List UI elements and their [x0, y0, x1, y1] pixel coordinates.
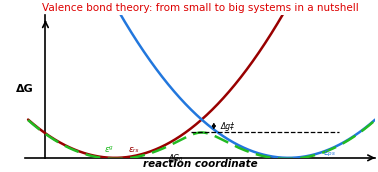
X-axis label: reaction coordinate: reaction coordinate — [143, 159, 257, 169]
Text: Δg‡: Δg‡ — [220, 122, 234, 131]
Text: εₚₛ: εₚₛ — [323, 148, 335, 157]
Text: εᵍ: εᵍ — [104, 145, 113, 154]
Title: Valence bond theory: from small to big systems in a nutshell: Valence bond theory: from small to big s… — [42, 3, 358, 13]
Text: εᵣₛ: εᵣₛ — [129, 145, 139, 154]
Text: ΔG: ΔG — [15, 84, 33, 94]
Text: ΔG₀: ΔG₀ — [169, 154, 183, 163]
